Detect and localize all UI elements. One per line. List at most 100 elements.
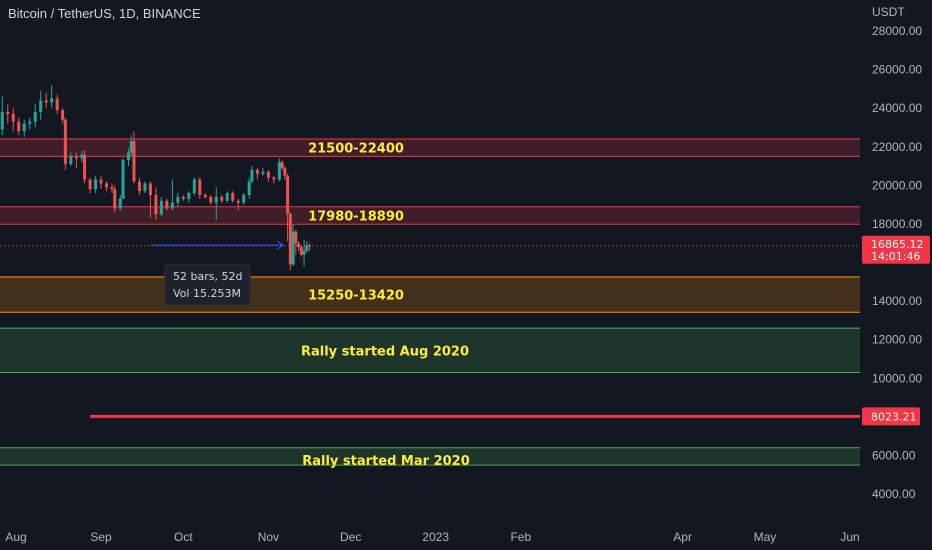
candle-body (88, 179, 92, 190)
candle-body (44, 100, 48, 103)
support-price-badge (862, 407, 920, 426)
candle-body (110, 187, 114, 190)
candle-body (308, 245, 312, 247)
candle-body (129, 140, 133, 153)
support-price-value: 8023.21 (871, 410, 917, 423)
candle-body (250, 169, 254, 182)
candle-body (181, 196, 185, 199)
candle-body (225, 193, 229, 201)
candle-body (63, 119, 67, 165)
candle-body (242, 194, 246, 203)
candle-body (297, 243, 301, 248)
candle-body (272, 177, 276, 180)
labels-layer: 21500-22400 17980-18890 15250-13420 Rally s… (301, 142, 470, 469)
x-tick-label: 2023 (422, 530, 449, 544)
candle-body (305, 245, 309, 251)
candle-body (74, 156, 78, 159)
zone-label: 15250-13420 (308, 289, 404, 304)
candle-body (121, 160, 125, 199)
lines-layer: 52 bars, 52d Vol 15.253M (0, 240, 860, 418)
zone-band (0, 276, 860, 313)
candle-body (198, 179, 202, 195)
candle-body (192, 179, 196, 194)
candle-body (11, 113, 15, 122)
candle-body (231, 193, 235, 201)
chart-title: Bitcoin / TetherUS, 1D, BINANCE (8, 6, 201, 21)
x-tick-label: Feb (510, 530, 531, 544)
candle-body (170, 202, 174, 209)
zone-band (0, 328, 860, 373)
candle-body (214, 196, 218, 203)
tooltip-volume: Vol 15.253M (173, 287, 241, 300)
candle-body (203, 194, 207, 197)
countdown-timer: 14:01:46 (871, 250, 920, 263)
candle-body (118, 198, 122, 209)
candle-body (17, 121, 21, 132)
y-tick-label: 14000.00 (872, 294, 922, 308)
y-tick-label: 12000.00 (872, 333, 922, 347)
candle-body (50, 98, 54, 103)
candle-body (33, 112, 37, 122)
candle-body (294, 231, 298, 244)
x-tick-label: Oct (174, 530, 193, 544)
candle-body (277, 162, 281, 180)
y-tick-label: 20000.00 (872, 178, 922, 192)
candle-body (220, 196, 224, 201)
y-tick-label: 24000.00 (872, 101, 922, 115)
candle-body (165, 200, 169, 209)
zone-label: 17980-18890 (308, 210, 404, 225)
y-tick-label: 10000.00 (872, 371, 922, 385)
y-tick-label: 26000.00 (872, 63, 922, 77)
x-tick-label: May (754, 530, 777, 544)
zone-band (0, 139, 860, 157)
x-tick-label: Dec (340, 530, 361, 544)
zone-label: Rally started Mar 2020 (302, 454, 470, 469)
candle-body (176, 196, 180, 203)
y-tick-label: 4000.00 (872, 487, 916, 501)
measure-arrow-head (276, 240, 284, 250)
candle-body (209, 196, 213, 203)
candle-body (280, 162, 284, 168)
last-price-value: 16865.12 (871, 238, 924, 251)
candle-body (283, 167, 287, 176)
candle-body (69, 156, 73, 165)
candle-body (83, 154, 87, 180)
candle-body (288, 214, 292, 265)
tooltip-bars: 52 bars, 52d (173, 270, 242, 283)
x-axis: Aug Sep Oct Nov Dec 2023 Feb Apr May Jun (5, 530, 859, 544)
tooltip-box (164, 264, 251, 306)
x-tick-label: Nov (258, 530, 279, 544)
candle-body (302, 250, 306, 255)
candle-body (137, 181, 141, 192)
candle-body (126, 152, 130, 161)
candles-layer (0, 85, 312, 271)
candle-body (80, 154, 84, 159)
candle-body (28, 121, 32, 124)
candle-body (39, 100, 43, 113)
candle-body (261, 171, 265, 174)
zones-layer (0, 138, 860, 466)
zone-band (0, 447, 860, 466)
x-tick-label: Aug (5, 530, 26, 544)
candle-body (61, 110, 65, 120)
candle-body (187, 193, 191, 199)
y-tick-label: 18000.00 (872, 217, 922, 231)
candle-body (236, 200, 240, 203)
zone-label: 21500-22400 (308, 142, 404, 157)
last-price-badge (862, 235, 930, 264)
candle-body (0, 112, 4, 130)
x-tick-label: Sep (90, 530, 112, 544)
candle-body (6, 112, 10, 114)
candle-body (286, 175, 290, 215)
zone-band (0, 206, 860, 225)
currency-label: USDT (872, 5, 905, 19)
candle-body (299, 247, 303, 255)
candle-body (105, 183, 109, 188)
candle-body (143, 183, 147, 192)
candle-body (55, 98, 59, 111)
zone-label: Rally started Aug 2020 (301, 344, 469, 359)
candle-body (132, 140, 136, 182)
candle-body (94, 179, 98, 190)
